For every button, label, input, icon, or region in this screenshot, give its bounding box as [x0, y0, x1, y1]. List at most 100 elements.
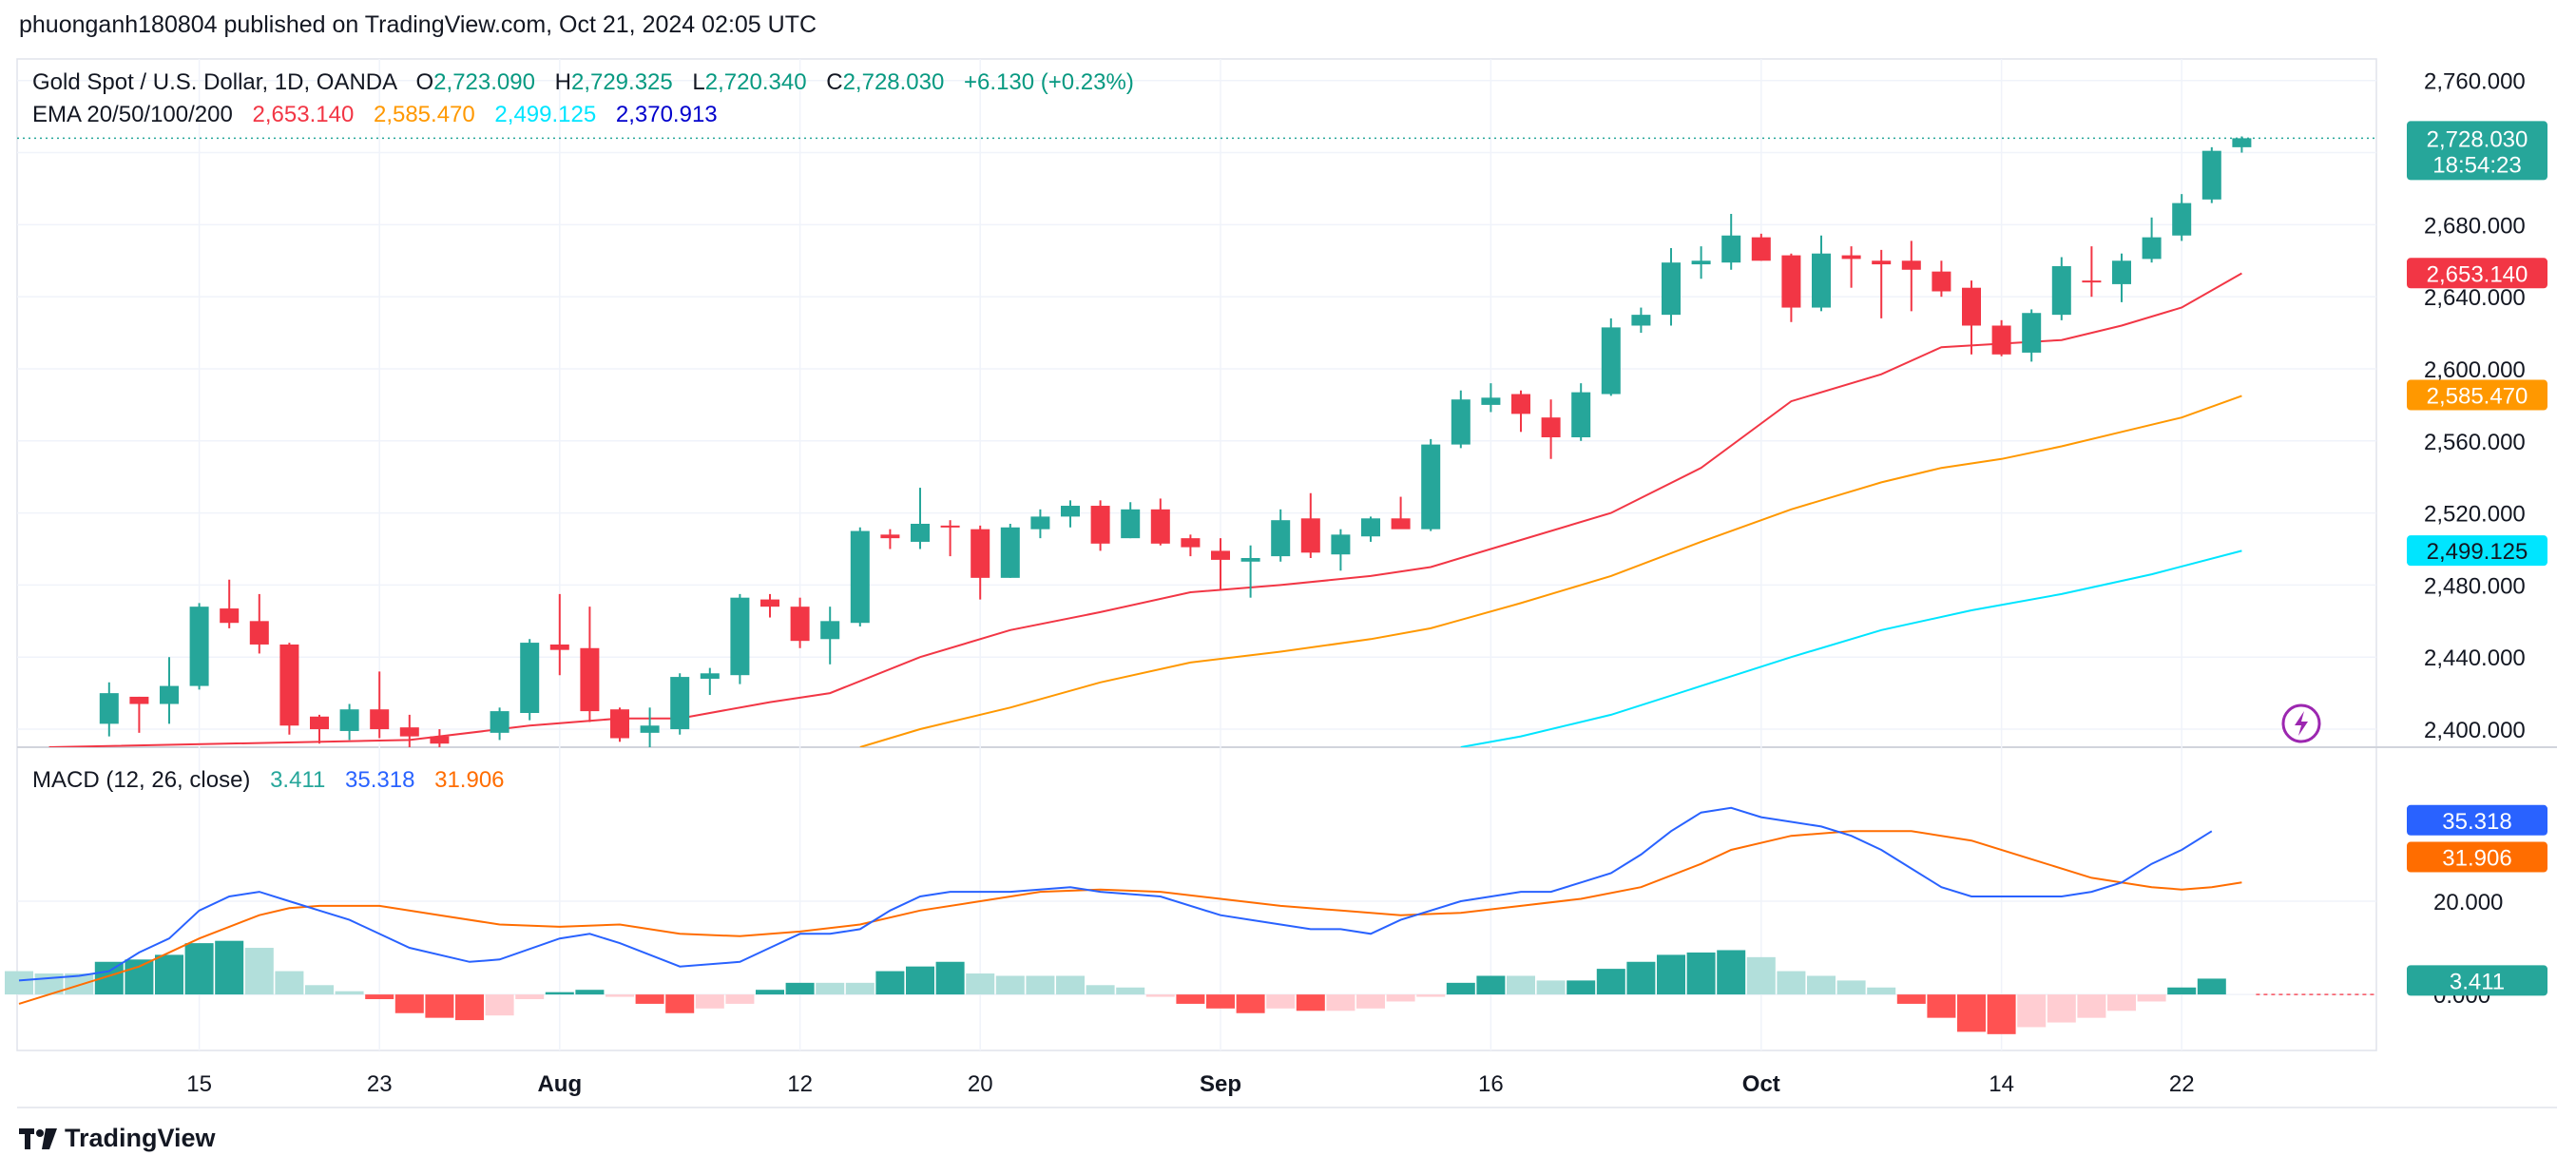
y-tick-label: 2,680.000: [2424, 213, 2526, 239]
macd-histogram-bar: [635, 994, 664, 1004]
candles[interactable]: [99, 136, 2252, 750]
candle-body: [1300, 518, 1320, 553]
candle-body: [520, 643, 540, 713]
macd-histogram-bar: [305, 985, 334, 995]
candle-up: [2051, 257, 2071, 320]
candle-body: [1090, 506, 1110, 544]
macd-histogram-bar: [1596, 969, 1625, 995]
macd-histogram-bar: [1386, 994, 1415, 1002]
candle-down: [940, 520, 960, 557]
macd-histogram-bar: [184, 943, 214, 995]
plot-frame: [16, 58, 2377, 1051]
macd-histogram-bar: [1176, 994, 1205, 1004]
candle-down: [580, 607, 600, 722]
candle-body: [549, 644, 569, 650]
candle-body: [2112, 260, 2131, 284]
macd-histogram-bar: [695, 994, 724, 1009]
macd-histogram-bar: [515, 994, 545, 1000]
axes: 2,400.000 2,440.000 2,480.000 2,520.000 2,56…: [186, 69, 2526, 1097]
macd-line-tag-bg: [2407, 804, 2547, 836]
macd-histogram-bar: [2167, 987, 2197, 995]
macd-histogram-bar: [425, 994, 454, 1018]
macd-histogram-bar: [1626, 961, 1656, 995]
candle-down: [430, 729, 450, 747]
macd-histogram-bar: [1206, 994, 1235, 1009]
candle-down: [1300, 492, 1320, 558]
macd-histogram-bar: [2047, 994, 2076, 1023]
candle-body: [790, 607, 810, 642]
ema20-price-tag-text: 2,653.140: [2427, 261, 2528, 287]
macd-histogram-bar: [1896, 994, 1926, 1004]
footer-brand[interactable]: TradingView: [19, 1124, 216, 1153]
macd-histogram-bar: [394, 994, 424, 1013]
candle-up: [1812, 235, 1831, 312]
candle-down: [1541, 399, 1561, 459]
candle-up: [1571, 383, 1591, 441]
y-tick-label: 2,600.000: [2424, 357, 2526, 383]
candle-down: [1391, 496, 1411, 530]
macd-histogram-bar: [906, 966, 934, 995]
candle-down: [1962, 280, 1981, 355]
candle-body: [1812, 253, 1831, 308]
candle-body: [2232, 138, 2252, 147]
candle-body: [1061, 506, 1080, 517]
candle-body: [339, 709, 359, 731]
ema100-price-tag-text: 2,499.125: [2427, 539, 2528, 565]
y-tick-label: 2,440.000: [2424, 645, 2526, 671]
candle-up: [820, 607, 840, 665]
candle-up: [1271, 509, 1291, 562]
candle-up: [1631, 307, 1651, 334]
macd-line-tag-text: 35.318: [2442, 809, 2511, 835]
macd-histogram-bar: [1086, 985, 1115, 995]
candle-body: [1211, 550, 1230, 560]
macd-signal-tag: 31.906: [2407, 841, 2547, 873]
candle-down: [1090, 500, 1110, 551]
macd-histogram-bar: [2107, 994, 2136, 1011]
candle-body: [1511, 394, 1530, 414]
candle-body: [490, 711, 509, 733]
candle-body: [971, 529, 990, 578]
candle-down: [220, 579, 240, 628]
ema100-price-tag: 2,499.125: [2407, 535, 2547, 567]
candle-body: [1962, 287, 1981, 326]
candle-up: [1451, 390, 1471, 449]
macd-tick-label: 20.000: [2433, 890, 2503, 915]
y-tick-label: 2,560.000: [2424, 430, 2526, 455]
macd-histogram-bar: [606, 994, 634, 997]
candle-body: [1781, 255, 1801, 308]
macd-histogram-bar: [125, 959, 154, 995]
candle-down: [129, 696, 149, 733]
candle-down: [549, 593, 569, 676]
macd-histogram-bar: [725, 994, 755, 1004]
macd-histogram-bar: [1746, 956, 1776, 995]
candle-up: [670, 673, 690, 735]
macd-histogram-bar: [155, 954, 183, 995]
legend-ema100: 2,499.125: [494, 102, 596, 127]
x-tick-label: Oct: [1742, 1071, 1780, 1097]
macd-histogram-bar: [275, 971, 304, 995]
legend-close-value: 2,728.030: [843, 69, 945, 95]
macd-histogram-bar: [1686, 952, 1716, 995]
macd-histogram-bar: [2137, 994, 2166, 1002]
legend-close-label: C: [826, 69, 842, 95]
candle-body: [430, 736, 450, 744]
candle-body: [129, 696, 149, 704]
macd-histogram-bar: [1416, 994, 1446, 997]
candle-body: [279, 644, 299, 726]
candle-up: [850, 527, 870, 627]
macd-histogram-bar: [966, 973, 995, 995]
macd-histogram-bar: [455, 994, 484, 1021]
macd-hist-tag-bg: [2407, 965, 2547, 996]
legend-open-value: 2,723.090: [433, 69, 535, 95]
candle-down: [1991, 319, 2011, 356]
candle-body: [1841, 255, 1861, 260]
lightning-icon[interactable]: [2281, 703, 2321, 743]
legend-high-value: 2,729.325: [571, 69, 673, 95]
candle-body: [160, 685, 179, 704]
candle-up: [1121, 502, 1141, 539]
candle-body: [1691, 260, 1711, 265]
candle-body: [1121, 509, 1141, 539]
candle-body: [1481, 397, 1501, 405]
legend-ema-label: EMA 20/50/100/200: [32, 102, 233, 127]
